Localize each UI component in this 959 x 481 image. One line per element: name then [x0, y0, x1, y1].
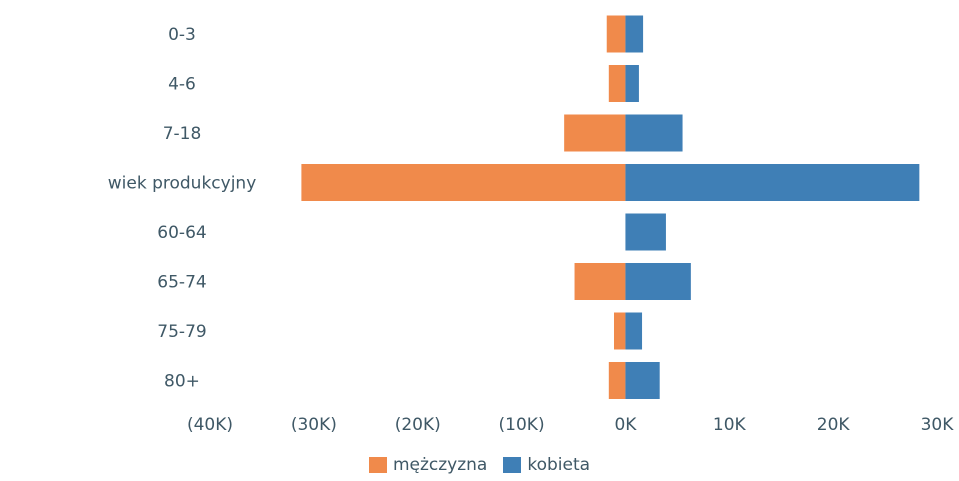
population-bar-chart: 0-3 4-6 7-18 wiek produkcyjny 60-64 65-74 75-7…: [108, 15, 955, 435]
bar-female-4-6[interactable]: [625, 65, 639, 102]
bar-female-75-79[interactable]: [625, 312, 643, 350]
category-label: 7-18: [163, 124, 202, 144]
legend-item-male[interactable]: mężczyzna: [368, 455, 488, 475]
chart-legend: mężczyzna kobieta: [0, 452, 959, 478]
category-label: 80+: [164, 372, 200, 392]
x-tick-label: 10K: [713, 415, 747, 435]
bar-female-7-18[interactable]: [625, 114, 683, 152]
legend-swatch-male: [368, 457, 387, 473]
legend-label-male: mężczyzna: [392, 455, 488, 475]
category-label: 0-3: [168, 25, 196, 45]
bar-male-80+[interactable]: [608, 362, 626, 399]
bar-female-wiek-produkcyjny[interactable]: [625, 164, 920, 201]
bar-female-80+[interactable]: [625, 362, 660, 399]
legend-item-female[interactable]: kobieta: [503, 455, 590, 475]
bar-female-0-3[interactable]: [625, 15, 644, 53]
category-label: 60-64: [157, 223, 206, 243]
bar-male-7-18[interactable]: [564, 114, 626, 152]
category-label: 75-79: [157, 322, 206, 342]
x-tick-label: 0K: [614, 415, 637, 435]
bar-male-0-3[interactable]: [606, 15, 626, 53]
category-label: wiek produkcyjny: [108, 174, 257, 194]
x-tick-label: 20K: [817, 415, 851, 435]
legend-label-female: kobieta: [527, 455, 591, 475]
bar-male-75-79[interactable]: [614, 312, 626, 350]
x-tick-label: 30K: [921, 415, 955, 435]
x-tick-label: (40K): [187, 415, 233, 435]
legend-swatch-female: [503, 457, 522, 473]
bar-male-65-74[interactable]: [574, 263, 626, 300]
x-tick-label: (20K): [395, 415, 441, 435]
bar-male-4-6[interactable]: [608, 65, 626, 102]
bar-female-65-74[interactable]: [625, 263, 691, 300]
category-label: 65-74: [157, 273, 206, 293]
bar-male-wiek-produkcyjny[interactable]: [301, 164, 626, 201]
x-tick-label: (30K): [291, 415, 337, 435]
x-tick-label: (10K): [499, 415, 545, 435]
category-label: 4-6: [168, 75, 196, 95]
bar-female-60-64[interactable]: [625, 213, 666, 251]
